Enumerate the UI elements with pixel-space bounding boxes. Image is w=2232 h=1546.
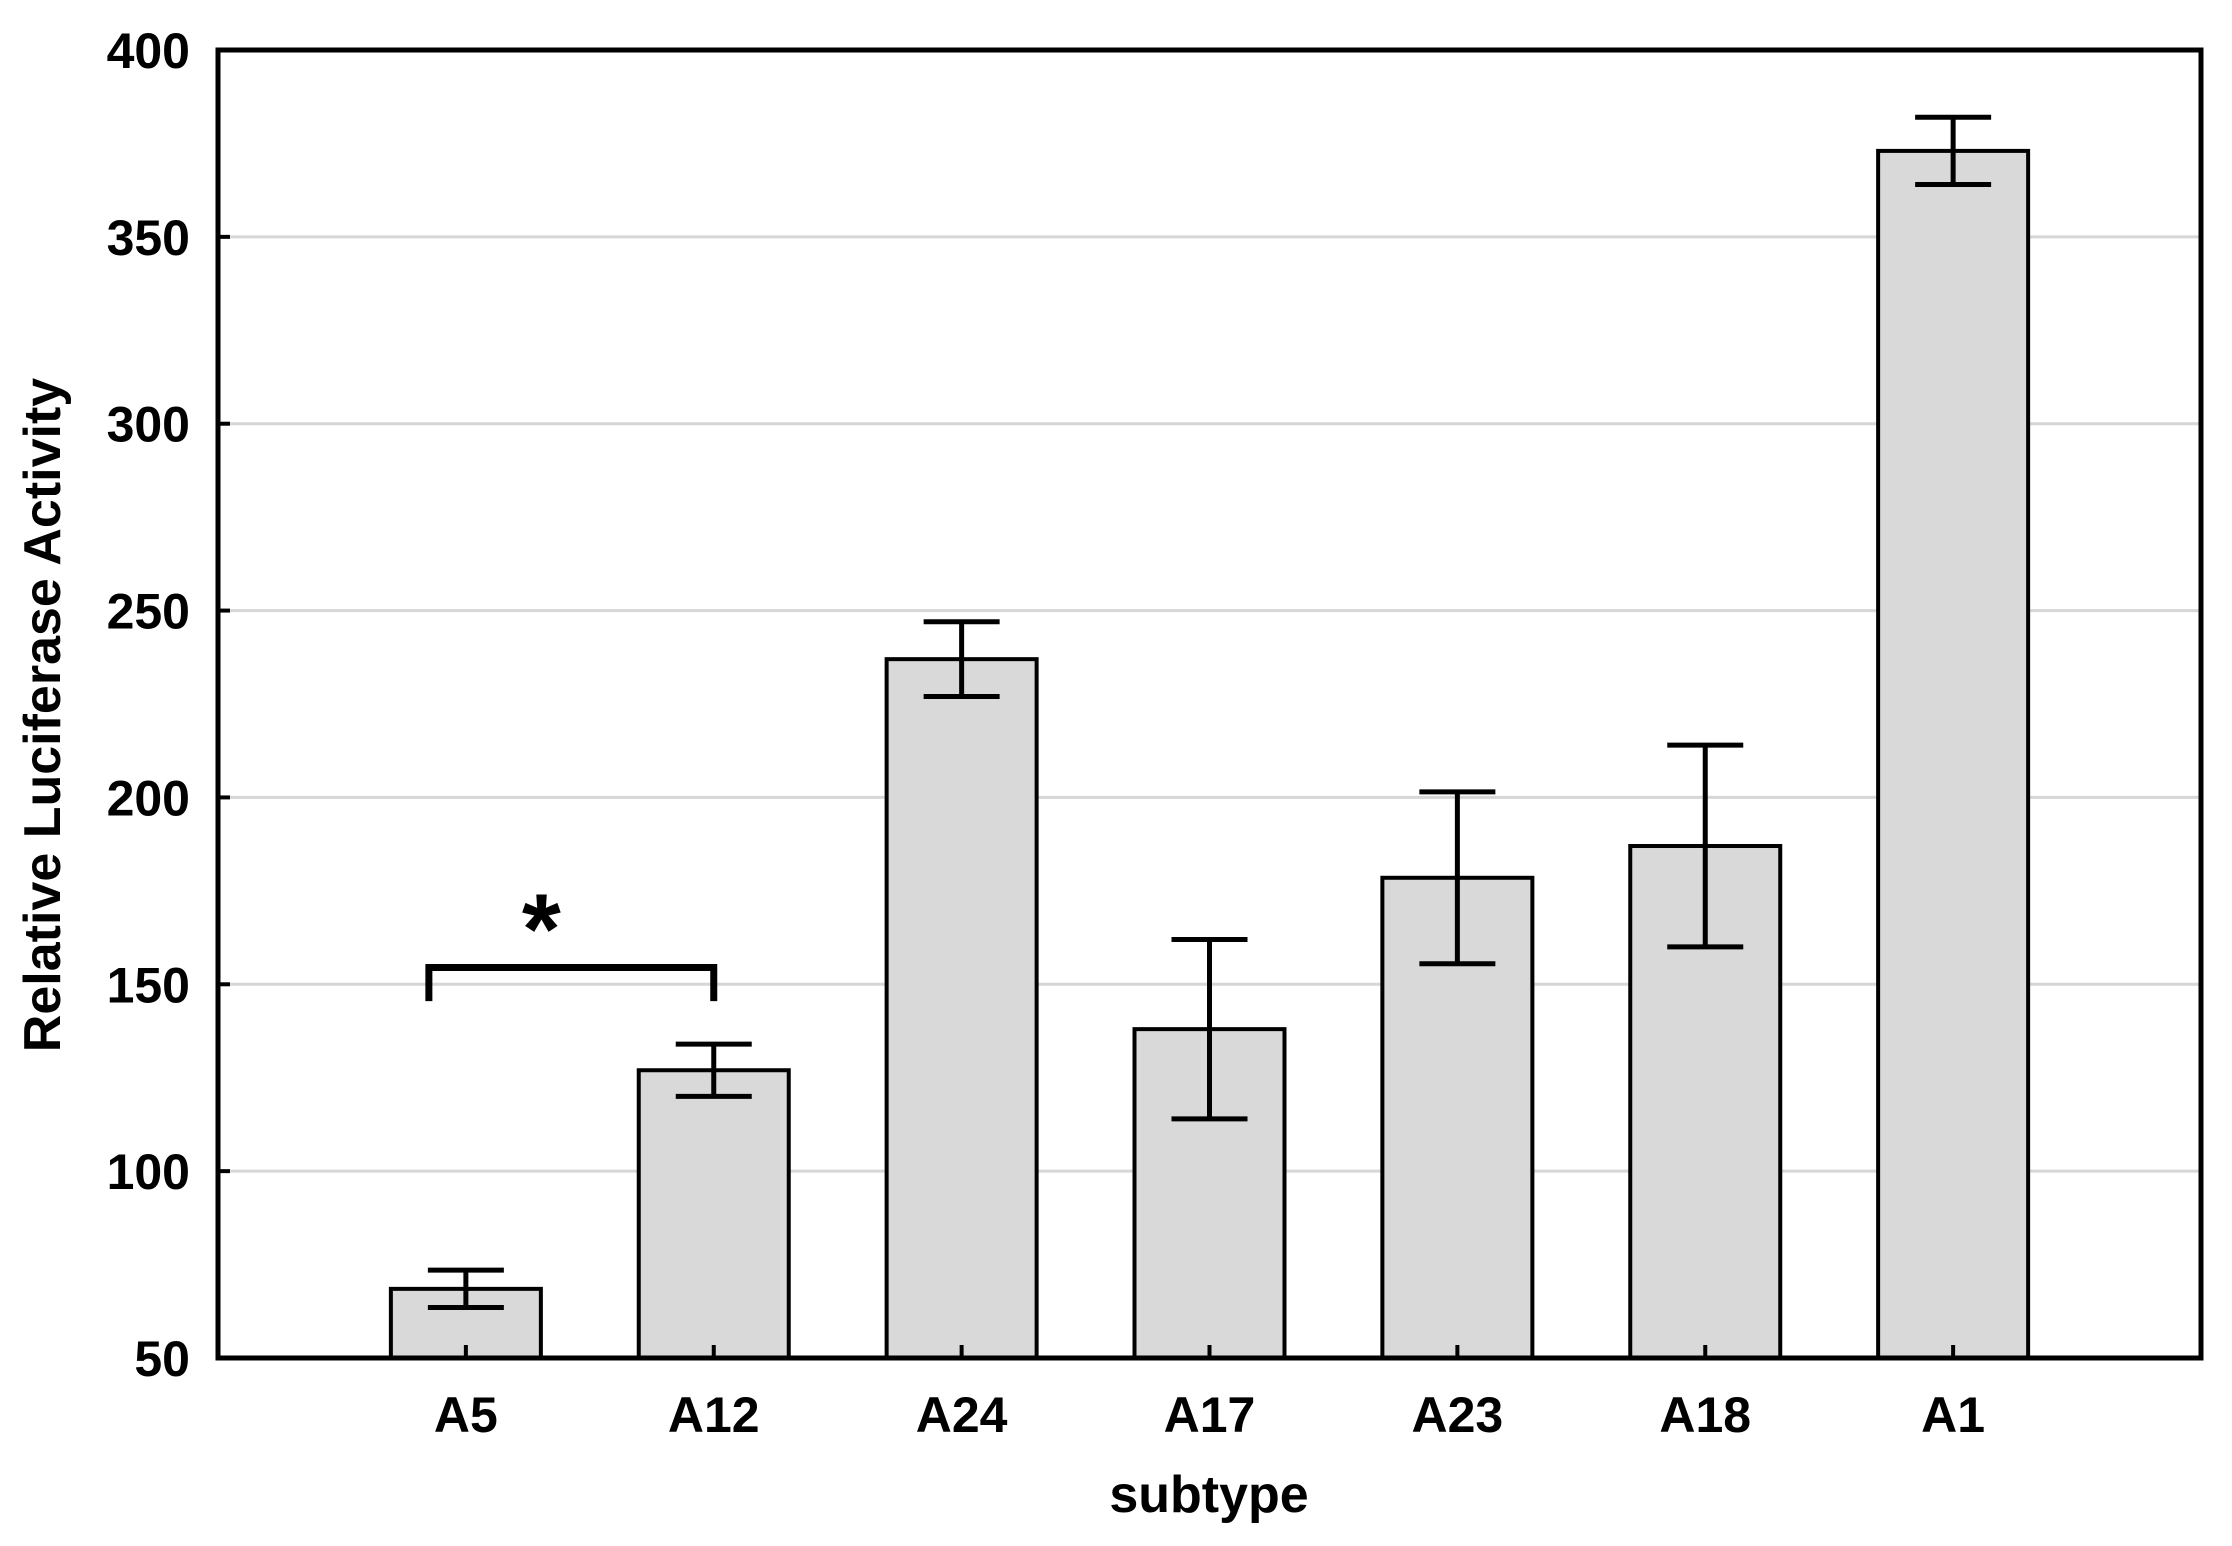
y-tick-label-200: 200 [107, 770, 190, 826]
bar-A12 [636, 1068, 791, 1360]
y-tick-label-50: 50 [134, 1331, 190, 1387]
x-category-label-A5: A5 [434, 1387, 498, 1443]
significance-asterisk: * [522, 873, 561, 985]
error-bar-layer [427, 114, 1992, 1311]
annotation-layer: * [425, 873, 718, 1002]
y-tick-label-100: 100 [107, 1144, 190, 1200]
x-axis-title: subtype [1109, 1466, 1308, 1524]
y-tick-label-250: 250 [107, 584, 190, 640]
plot-frame [215, 47, 2204, 1361]
bar-layer [388, 148, 2031, 1361]
x-category-label-A12: A12 [668, 1387, 760, 1443]
grid-layer [218, 235, 2201, 1173]
y-tick-label-400: 400 [107, 23, 190, 79]
y-tick-label-300: 300 [107, 397, 190, 453]
y-axis-title: Relative Luciferase Activity [14, 378, 72, 1052]
axis-layer: A5 A12 A24 A17 A23 A18 A1 50 100 150 200 250 300 350 4… [107, 23, 2204, 1443]
x-category-label-A18: A18 [1659, 1387, 1751, 1443]
y-tick-label-150: 150 [107, 957, 190, 1013]
y-tick-label-350: 350 [107, 210, 190, 266]
bar-A1 [1876, 148, 2031, 1361]
x-category-label-A1: A1 [1921, 1387, 1985, 1443]
x-category-label-A17: A17 [1164, 1387, 1256, 1443]
x-category-label-A24: A24 [916, 1387, 1008, 1443]
significance-bracket [425, 963, 718, 1002]
bar-A24 [884, 657, 1039, 1360]
x-category-label-A23: A23 [1412, 1387, 1504, 1443]
